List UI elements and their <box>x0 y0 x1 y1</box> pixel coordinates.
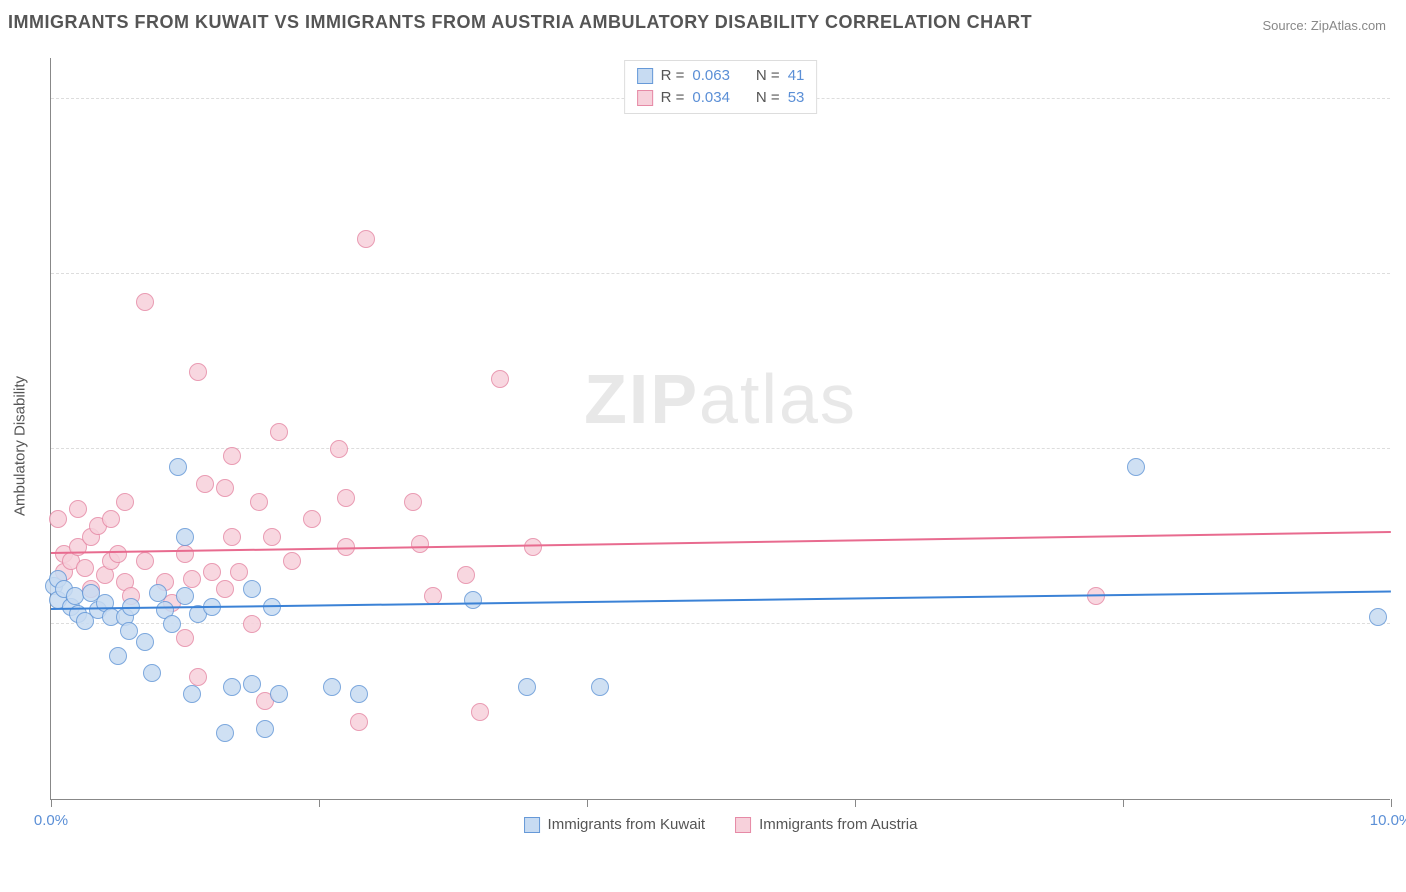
scatter-point <box>350 685 368 703</box>
scatter-point <box>337 489 355 507</box>
n-label: N = <box>756 65 780 87</box>
scatter-point <box>216 479 234 497</box>
scatter-point <box>330 440 348 458</box>
scatter-point <box>303 510 321 528</box>
scatter-point <box>524 538 542 556</box>
legend-swatch-icon <box>637 68 653 84</box>
r-value: 0.034 <box>692 87 730 109</box>
scatter-point <box>256 720 274 738</box>
scatter-point <box>203 563 221 581</box>
scatter-point <box>591 678 609 696</box>
scatter-point <box>163 615 181 633</box>
scatter-point <box>136 633 154 651</box>
scatter-point <box>49 510 67 528</box>
x-tick-label: 0.0% <box>34 812 68 829</box>
chart-title: IMMIGRANTS FROM KUWAIT VS IMMIGRANTS FRO… <box>0 0 1406 33</box>
legend-swatch-icon <box>524 817 540 833</box>
x-tick <box>1123 799 1124 807</box>
watermark: ZIPatlas <box>584 359 857 439</box>
scatter-point <box>196 475 214 493</box>
scatter-point <box>143 664 161 682</box>
scatter-point <box>176 528 194 546</box>
stats-legend-row: R = 0.034 N = 53 <box>637 87 805 109</box>
scatter-point <box>183 685 201 703</box>
n-value: 41 <box>788 65 805 87</box>
scatter-point <box>404 493 422 511</box>
scatter-point <box>243 580 261 598</box>
scatter-point <box>250 493 268 511</box>
stats-legend-row: R = 0.063 N = 41 <box>637 65 805 87</box>
scatter-point <box>491 370 509 388</box>
series-legend-label: Immigrants from Austria <box>759 816 917 833</box>
gridline <box>51 273 1390 274</box>
y-axis-label: Ambulatory Disability <box>12 376 29 516</box>
scatter-point <box>464 591 482 609</box>
scatter-point <box>216 580 234 598</box>
scatter-point <box>149 584 167 602</box>
scatter-point <box>283 552 301 570</box>
scatter-point <box>1127 458 1145 476</box>
n-label: N = <box>756 87 780 109</box>
scatter-point <box>116 493 134 511</box>
scatter-point <box>223 447 241 465</box>
x-tick <box>51 799 52 807</box>
scatter-point <box>411 535 429 553</box>
stats-legend: R = 0.063 N = 41 R = 0.034 N = 53 <box>624 60 818 114</box>
r-label: R = <box>661 65 685 87</box>
scatter-point <box>223 678 241 696</box>
series-legend-label: Immigrants from Kuwait <box>548 816 706 833</box>
scatter-point <box>323 678 341 696</box>
scatter-point <box>120 622 138 640</box>
scatter-point <box>270 685 288 703</box>
series-legend-item: Immigrants from Kuwait <box>524 816 706 833</box>
scatter-point <box>189 363 207 381</box>
x-tick <box>319 799 320 807</box>
scatter-point <box>457 566 475 584</box>
scatter-point <box>102 510 120 528</box>
x-tick-label: 10.0% <box>1370 812 1406 829</box>
scatter-point <box>243 675 261 693</box>
scatter-point <box>109 647 127 665</box>
legend-swatch-icon <box>735 817 751 833</box>
scatter-point <box>1369 608 1387 626</box>
scatter-point <box>357 230 375 248</box>
scatter-point <box>69 500 87 518</box>
scatter-point <box>183 570 201 588</box>
scatter-point <box>518 678 536 696</box>
scatter-point <box>216 724 234 742</box>
scatter-point <box>136 552 154 570</box>
scatter-point <box>176 629 194 647</box>
scatter-point <box>76 559 94 577</box>
source-label: Source: ZipAtlas.com <box>1262 18 1386 33</box>
x-tick <box>855 799 856 807</box>
scatter-point <box>176 587 194 605</box>
scatter-point <box>263 528 281 546</box>
scatter-point <box>136 293 154 311</box>
scatter-point <box>169 458 187 476</box>
gridline <box>51 448 1390 449</box>
scatter-point <box>350 713 368 731</box>
r-value: 0.063 <box>692 65 730 87</box>
x-tick <box>1391 799 1392 807</box>
series-legend: Immigrants from Kuwait Immigrants from Au… <box>524 816 918 833</box>
scatter-point <box>109 545 127 563</box>
scatter-point <box>223 528 241 546</box>
legend-swatch-icon <box>637 90 653 106</box>
scatter-point <box>189 668 207 686</box>
r-label: R = <box>661 87 685 109</box>
trend-line <box>51 531 1391 554</box>
x-tick <box>587 799 588 807</box>
chart-plot-area: ZIPatlas R =0.063N =41R =0.034N =53 Immi… <box>50 58 1390 800</box>
n-value: 53 <box>788 87 805 109</box>
scatter-point <box>230 563 248 581</box>
scatter-point <box>471 703 489 721</box>
scatter-point <box>176 545 194 563</box>
scatter-point <box>243 615 261 633</box>
scatter-point <box>270 423 288 441</box>
series-legend-item: Immigrants from Austria <box>735 816 917 833</box>
